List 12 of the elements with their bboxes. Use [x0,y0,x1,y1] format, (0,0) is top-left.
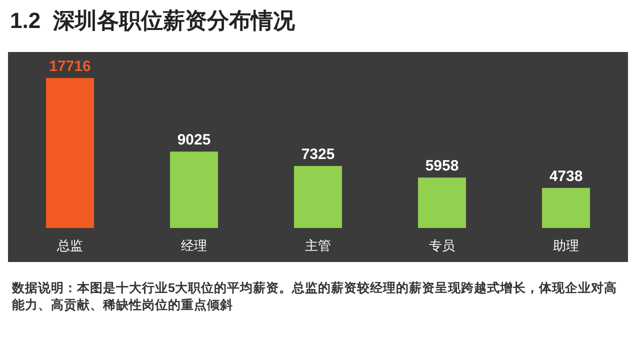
data-label: 9025 [177,132,211,149]
data-label: 4738 [549,168,583,185]
x-tick-label: 总监 [56,238,83,253]
x-tick-label: 助理 [553,238,579,253]
title: 1.2 深圳各职位薪资分布情况 [10,7,295,35]
x-tick-label: 主管 [305,238,331,253]
data-label: 17716 [49,58,91,75]
data-label: 5958 [425,158,459,175]
annotation: 数据说明：本图是十大行业5大职位的平均薪资。总监的薪资较经理的薪资呈现跨越式增长，体现企业对高能力、高贡献、稀缺性岗位的重点倾斜 [12,280,618,314]
x-tick-label: 专员 [429,238,455,253]
x-tick-label: 经理 [181,238,207,253]
data-label: 7325 [301,146,335,163]
